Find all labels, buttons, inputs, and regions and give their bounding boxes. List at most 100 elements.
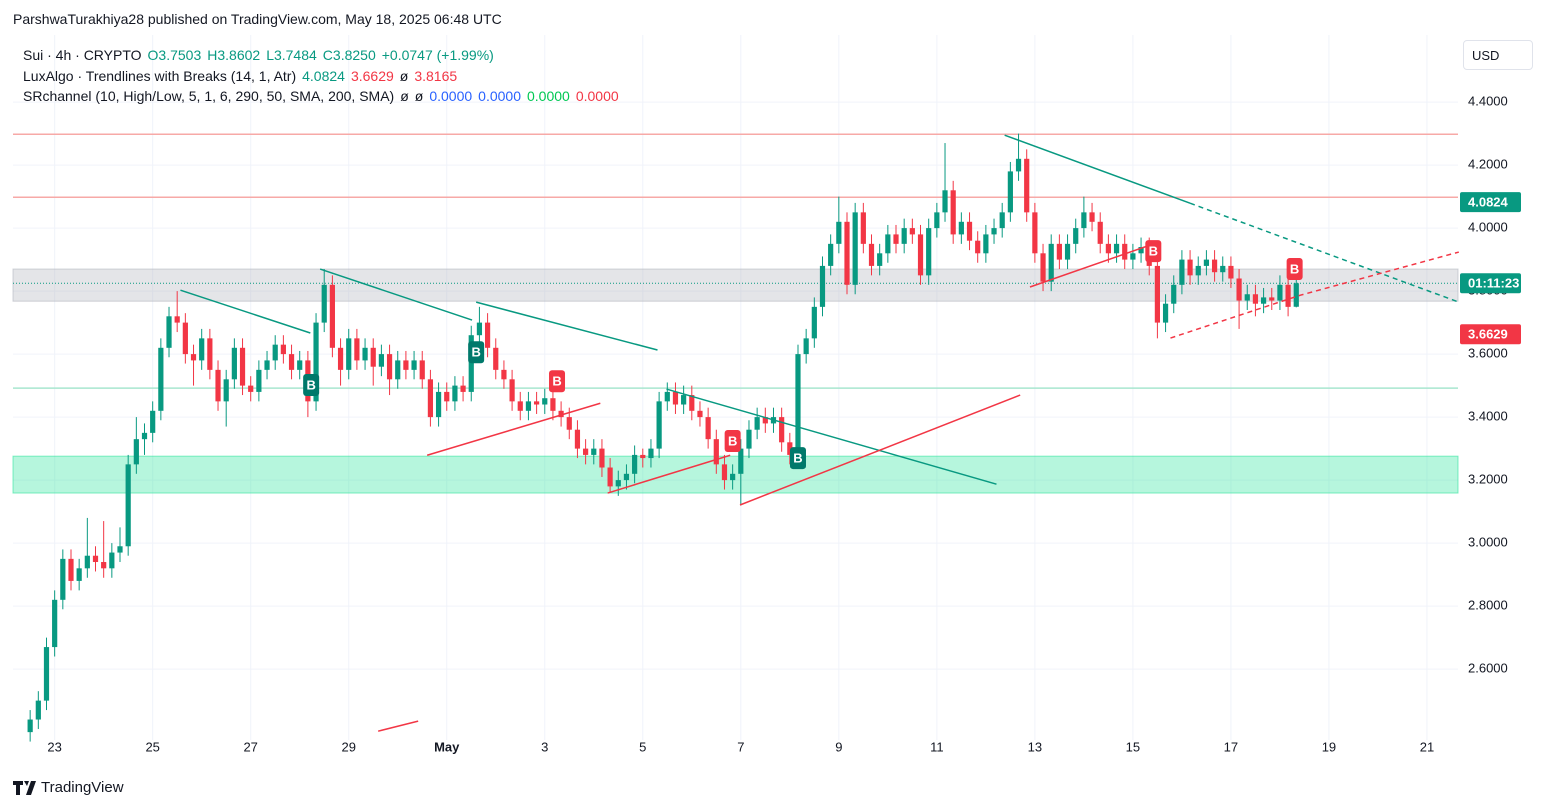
candle-body	[1228, 265, 1234, 279]
candle-body	[1293, 283, 1299, 307]
candle-body	[901, 228, 907, 244]
candle-body	[746, 429, 752, 449]
legend-text: 0.0000	[527, 88, 570, 104]
candle-body	[574, 429, 581, 449]
break-marker-label: B	[1149, 244, 1158, 259]
candle-body	[248, 385, 254, 392]
candle-body	[975, 240, 981, 254]
candle-body	[239, 347, 246, 386]
brand: TradingView	[41, 779, 124, 796]
candle-body	[452, 385, 458, 402]
candle-body	[713, 439, 719, 465]
candle-body	[958, 221, 964, 235]
trendline	[377, 720, 419, 732]
price-tag-label: 01:11:23	[1468, 276, 1519, 291]
candle-body	[950, 190, 956, 235]
candle-body	[1154, 265, 1161, 323]
candle-body	[321, 284, 327, 323]
candle-body	[999, 212, 1005, 229]
break-marker-label: B	[793, 451, 802, 466]
candle-body	[599, 448, 605, 468]
candle-body	[1064, 243, 1071, 260]
candle-body	[1081, 212, 1087, 229]
candle-body	[640, 454, 646, 459]
candle-body	[1048, 243, 1054, 282]
break-marker	[724, 430, 741, 453]
candle-body	[1187, 259, 1193, 276]
candle-body	[860, 212, 866, 244]
candle-body	[109, 552, 115, 569]
candle-body	[909, 228, 915, 235]
candle-body	[27, 719, 33, 733]
candle-body	[803, 338, 809, 355]
break-marker	[789, 447, 806, 470]
price-tag	[1460, 192, 1521, 213]
x-tick-label: 7	[737, 739, 744, 754]
candle-body	[1113, 243, 1120, 254]
candle-body	[1056, 243, 1062, 260]
candle-body	[1211, 259, 1218, 273]
candle-body	[517, 401, 523, 411]
candle-body	[632, 454, 638, 474]
trendline	[426, 402, 601, 456]
legend-text: +0.0747 (+1.99%)	[381, 47, 494, 63]
candle-body	[501, 369, 507, 380]
legend-text: 4.0824	[302, 67, 345, 84]
candle-body	[1162, 303, 1169, 323]
x-tick-label: 19	[1322, 739, 1336, 754]
candle-body	[1122, 243, 1128, 260]
break-marker-label: B	[471, 345, 480, 360]
trendline	[1004, 134, 1191, 204]
x-tick-label: 13	[1028, 739, 1042, 754]
trendline	[1170, 251, 1460, 339]
candle-body	[754, 417, 760, 430]
candle-body	[1105, 243, 1111, 254]
candle-body	[558, 410, 564, 418]
candle-body	[852, 212, 858, 285]
candle-body	[615, 480, 621, 487]
candle-body	[435, 391, 442, 418]
y-tick-label: 3.0000	[1468, 535, 1508, 550]
candle-body	[190, 354, 197, 361]
candle-body	[354, 338, 360, 361]
candle-body	[607, 467, 613, 487]
y-tick-label: 3.6000	[1468, 346, 1508, 361]
x-tick-label: 11	[930, 739, 944, 754]
candle-body	[836, 221, 842, 244]
candle-body	[43, 647, 50, 701]
candle-body	[386, 354, 393, 380]
candle-body	[346, 338, 352, 370]
break-marker	[549, 370, 566, 393]
candle-body	[1285, 284, 1291, 307]
candle-body	[795, 354, 801, 455]
candle-body	[427, 379, 434, 418]
trendline	[180, 289, 311, 334]
candle-body	[1007, 171, 1013, 213]
trendline	[666, 388, 997, 485]
price-tag	[1460, 324, 1521, 345]
publisher: ParshwaTurakhiya28 published on TradingV…	[13, 11, 502, 27]
candle-body	[199, 338, 205, 361]
candle-body	[101, 562, 107, 569]
y-tick-label: 3.4000	[1468, 409, 1508, 424]
y-tick-label: 2.6000	[1468, 661, 1508, 676]
x-tick-label: 25	[145, 739, 159, 754]
candle-body	[533, 401, 540, 405]
candle-body	[133, 439, 139, 465]
candle-body	[991, 228, 997, 235]
legend-text: SRchannel (10, High/Low, 5, 1, 6, 290, 5…	[23, 88, 395, 104]
candle-body	[1097, 221, 1103, 244]
trendline	[607, 454, 731, 494]
candle-body	[264, 360, 270, 370]
candle-body	[705, 417, 711, 440]
candle-body	[403, 360, 409, 370]
candle-body	[681, 395, 687, 405]
candle-body	[1130, 253, 1136, 260]
currency-button[interactable]: USD	[1463, 40, 1533, 70]
candle-body	[730, 473, 736, 481]
candle-body	[125, 464, 131, 547]
candle-body	[1269, 297, 1275, 301]
break-marker	[1145, 240, 1162, 263]
candle-body	[1032, 212, 1038, 254]
